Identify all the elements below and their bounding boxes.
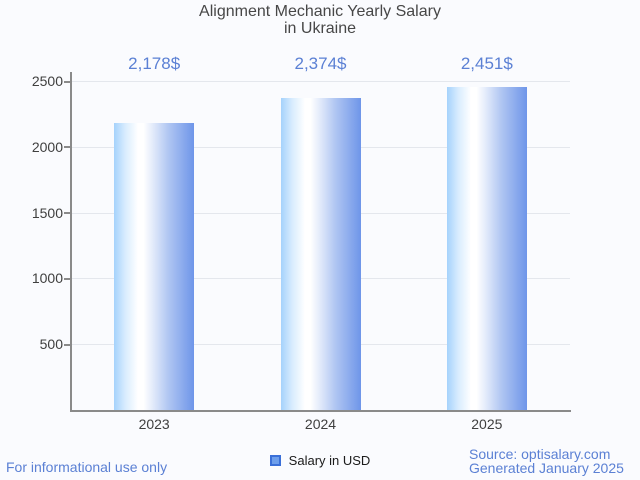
legend-label: Salary in USD [288, 453, 371, 468]
gridline [71, 81, 570, 82]
source-attribution: Source: optisalary.com Generated January… [469, 447, 624, 475]
chart-title-line1: Alignment Mechanic Yearly Salary [199, 3, 441, 20]
bar-value-label: 2,451$ [460, 54, 513, 73]
bar [114, 123, 195, 410]
y-tick [64, 277, 71, 280]
y-tick [64, 212, 71, 215]
chart-title-line2: in Ukraine [283, 20, 357, 37]
bar-value-label: 2,178$ [128, 54, 181, 73]
bar-value-label: 2,374$ [294, 54, 347, 73]
y-axis-label: 1500 [31, 204, 63, 221]
disclaimer-text: For informational use only [6, 459, 168, 475]
y-axis-label: 2500 [31, 73, 63, 89]
source-text: Source: optisalary.com [469, 446, 611, 462]
bar [280, 97, 361, 410]
y-tick [64, 343, 71, 346]
y-axis-label: 500 [39, 336, 63, 353]
y-axis-line [70, 72, 72, 412]
generated-text: Generated January 2025 [469, 460, 624, 476]
legend: Salary in USD [0, 453, 640, 468]
x-axis-line [70, 410, 571, 412]
x-axis-label: 2025 [471, 416, 503, 432]
y-tick [64, 146, 71, 149]
y-tick [64, 80, 71, 83]
x-axis-label: 2024 [304, 416, 337, 432]
x-axis-label: 2023 [138, 416, 170, 432]
y-axis-label: 1000 [31, 270, 63, 287]
y-axis-label: 2000 [31, 138, 63, 155]
legend-swatch-icon [269, 455, 281, 466]
chart-title: Alignment Mechanic Yearly Salary in Ukra… [0, 3, 640, 37]
bar [446, 87, 527, 410]
